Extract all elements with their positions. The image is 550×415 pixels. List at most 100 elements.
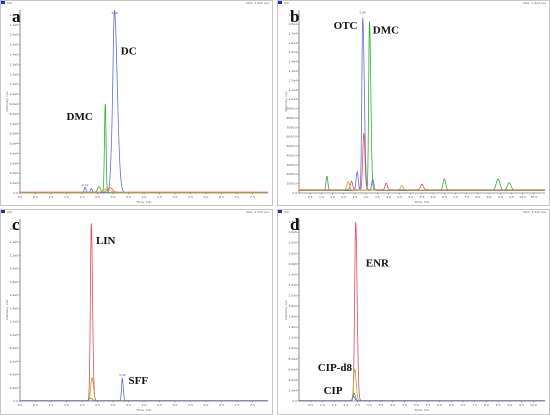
panel-frame: [277, 209, 550, 415]
y-tick-label: 1.1e4: [288, 88, 297, 92]
x-tick-label: 3.0: [364, 195, 369, 199]
y-tick-label: 1.5e4: [288, 50, 297, 54]
x-tick-label: 2.0: [80, 403, 85, 407]
x-tick-label: 0.0: [18, 403, 23, 407]
y-tick-label: 2.4e5: [9, 240, 18, 244]
x-tick-label: 6.5: [442, 195, 447, 199]
x-tick-label: 6.5: [219, 403, 224, 407]
y-tick-label: 3000.0: [287, 163, 298, 167]
x-tick-label: 4.0: [142, 195, 147, 199]
series-trace-4: [298, 396, 546, 402]
x-tick-label: 8.5: [496, 403, 501, 407]
panel-header-icon: [1, 210, 5, 213]
y-tick-label: 1.0e4: [9, 181, 18, 185]
y-tick-label: 1.4e5: [288, 325, 297, 329]
x-tick-label: 2.0: [341, 195, 346, 199]
x-tick-label: 0.0: [18, 195, 23, 199]
y-tick-label: 1.3e5: [9, 62, 18, 66]
x-tick-label: 0.5: [33, 195, 38, 199]
x-tick-label: 9.5: [519, 403, 524, 407]
panel-frame: [0, 209, 273, 415]
y-tick-label: 1.0e5: [288, 346, 297, 350]
x-tick-label: 3.5: [126, 195, 131, 199]
y-tick-label: 1.6e5: [9, 33, 18, 37]
y-tick-label: 1.8e5: [9, 13, 18, 17]
y-tick-label: 3.0e4: [9, 161, 18, 165]
y-tick-label: 1.9e4: [288, 13, 297, 17]
y-tick-label: 8.0e4: [288, 357, 297, 361]
compound-label: CIP: [324, 385, 343, 397]
y-tick-label: 2.4e5: [288, 272, 297, 276]
panel-header-icon: [278, 210, 282, 213]
y-tick-label: 1.2e5: [288, 336, 297, 340]
compound-label: DMC: [373, 24, 399, 36]
panel-frame: [277, 0, 550, 206]
panel-letter: b: [290, 7, 299, 26]
y-tick-label: 8.0e4: [9, 112, 18, 116]
y-axis-title: Intensity, cps: [5, 300, 9, 321]
x-tick-label: 9.0: [498, 195, 503, 199]
x-tick-label: 5.0: [173, 195, 178, 199]
x-tick-label: 2.0: [80, 195, 85, 199]
x-tick-label: 7.5: [472, 403, 477, 407]
x-tick-label: 2.0: [343, 403, 348, 407]
x-tick-label: 8.5: [487, 195, 492, 199]
x-tick-label: 7.0: [235, 403, 240, 407]
panel-header-right: Max. 2.7e5 cps: [246, 210, 269, 214]
panel-b: XIC Max. 1.9e4 cps 1.9e4 1.8e4 1.7e4 1.6e4 1.5…: [277, 0, 550, 206]
panel-a: XIC Max. 1.8e5 cps 1.8e5 1.7e5 1.6e5 1.5e5 1.4…: [0, 0, 273, 206]
y-tick-label: 0.0: [13, 399, 18, 403]
y-tick-label: 7000.0: [287, 125, 298, 129]
y-tick-label: 4.0e4: [288, 378, 297, 382]
x-axis-title: Time, min: [414, 200, 430, 204]
x-tick-label: 10.0: [519, 195, 526, 199]
x-axis-title: Time, min: [414, 408, 430, 412]
y-tick-label: 6.0e4: [9, 359, 18, 363]
y-tick-label: 2.0e4: [9, 171, 18, 175]
x-tick-label: 7.5: [250, 195, 255, 199]
y-tick-label: 8000.0: [287, 116, 298, 120]
y-axis-title: Intensity, cps: [5, 91, 9, 112]
compound-label: CIP-d8: [318, 362, 353, 374]
panel-header-left: XIC: [7, 1, 12, 5]
y-tick-label: 2.2e5: [288, 283, 297, 287]
y-tick-label: 4000.0: [287, 153, 298, 157]
y-axis-title: Intensity, cps: [284, 91, 288, 112]
peak-time-label: 3.05: [111, 11, 118, 15]
peak-time-label: 3.30: [119, 373, 126, 377]
y-tick-label: 3.4e5: [288, 220, 297, 224]
peak-time-label: 2.85: [359, 11, 366, 15]
x-tick-label: 4.0: [390, 403, 395, 407]
y-tick-label: 2.0e5: [9, 267, 18, 271]
y-tick-label: 2.0e5: [288, 293, 297, 297]
x-tick-label: 5.5: [188, 403, 193, 407]
y-tick-label: 1.6e5: [288, 315, 297, 319]
y-tick-label: 1.0e5: [9, 333, 18, 337]
y-tick-label: 8.0e4: [9, 346, 18, 350]
x-tick-label: 5.0: [408, 195, 413, 199]
x-tick-label: 4.5: [397, 195, 402, 199]
y-tick-label: 2.6e5: [288, 262, 297, 266]
y-tick-label: 1.8e4: [288, 22, 297, 26]
y-tick-label: 1.0e4: [288, 97, 297, 101]
x-tick-label: 1.0: [320, 403, 325, 407]
x-tick-label: 8.0: [476, 195, 481, 199]
y-tick-label: 7.0e4: [9, 122, 18, 126]
x-tick-label: 9.0: [507, 403, 512, 407]
y-tick-label: 2.6e5: [9, 227, 18, 231]
x-tick-label: 0.5: [308, 195, 313, 199]
x-tick-label: 5.5: [425, 403, 430, 407]
y-tick-label: 9.0e4: [9, 102, 18, 106]
x-tick-label: 0.5: [33, 403, 38, 407]
x-tick-label: 5.0: [173, 403, 178, 407]
panel-header-right: Max. 1.8e5 cps: [246, 1, 269, 5]
y-tick-label: 1.7e5: [9, 23, 18, 27]
y-tick-label: 0.0: [292, 191, 297, 195]
x-tick-label: 6.5: [219, 195, 224, 199]
x-tick-label: 4.5: [157, 195, 162, 199]
x-tick-label: 0.5: [308, 403, 313, 407]
x-tick-label: 9.5: [509, 195, 514, 199]
x-tick-label: 1.0: [319, 195, 324, 199]
y-tick-label: 1000.0: [287, 182, 298, 186]
x-tick-label: 8.0: [484, 403, 489, 407]
